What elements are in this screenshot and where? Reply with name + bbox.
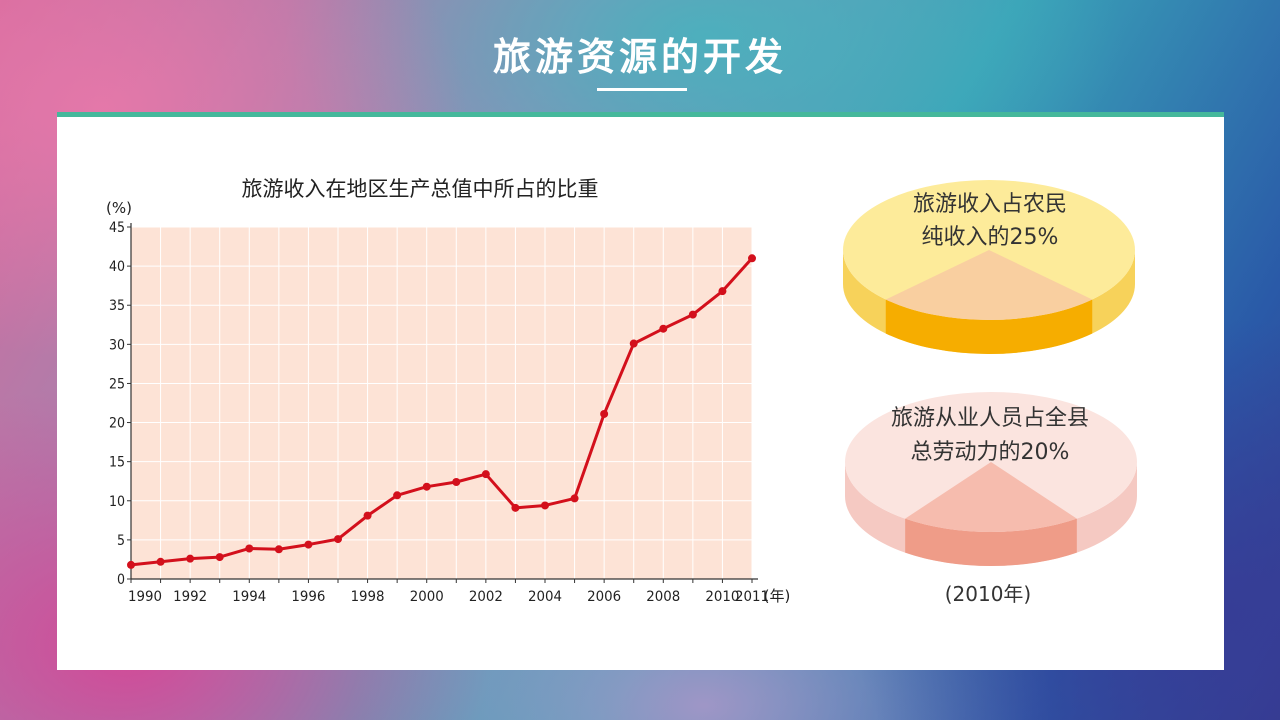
pie1-slice [885,250,1093,320]
x-tick-label: 2002 [469,589,503,605]
pie2-label-line1: 旅游从业人员占全县 [891,406,1089,431]
data-point [511,503,520,512]
x-tick-label: 1996 [291,589,325,605]
x-tick-label: 1990 [128,589,162,605]
y-ticks: 0 5 10 15 20 25 30 35 40 45 [109,220,131,588]
data-point [186,554,195,563]
data-point [127,560,135,569]
x-tick-label: 2010 [705,589,739,605]
pie1-slice-side [885,299,1093,355]
y-tick-label: 35 [109,298,125,314]
data-point [659,324,668,333]
data-point [215,553,224,562]
x-tick-label: 2004 [528,589,562,605]
data-point [748,254,756,263]
data-point [541,501,549,510]
pie-chart-farmer-income: 旅游收入占农民 纯收入的25% [843,180,1135,355]
data-point [304,540,313,549]
data-point [156,557,165,566]
data-point [422,482,431,491]
x-tick-label: 2000 [410,589,444,605]
page-title: 旅游资源的开发 [492,35,787,79]
data-points [127,254,756,569]
data-point [334,535,342,544]
data-point [600,409,609,418]
pie2-slice-side [905,518,1077,566]
data-point [688,310,697,319]
x-tick-label: 2011 [735,589,769,605]
grid-lines [131,226,753,579]
x-ticks: 1990 1992 1994 1996 1998 2000 2002 2004 2006 2008… [128,579,769,605]
x-tick-label: 2006 [587,589,621,605]
x-tick-label: 1992 [173,589,207,605]
data-point [629,339,638,348]
y-tick-label: 30 [109,337,125,353]
data-point [570,494,579,503]
data-point [245,544,254,553]
line-chart: 旅游收入在地区生产总值中所占的比重 (%) (年) 0 5 10 15 20 25 30 35… [106,177,790,605]
pie-chart-labor-force: 旅游从业人员占全县 总劳动力的20% (2010年) [845,392,1137,606]
line-chart-title: 旅游收入在地区生产总值中所占的比重 [242,177,599,201]
pie2-label-line2: 总劳动力的20% [911,440,1070,465]
pie2-slice [905,462,1077,532]
pie1-label-line1: 旅游收入占农民 [913,192,1067,217]
y-tick-label: 20 [109,416,125,432]
data-point [363,511,372,520]
data-point [274,545,283,554]
y-tick-label: 5 [117,533,125,549]
plot-area [131,227,752,579]
pie1-label-line2: 纯收入的25% [922,225,1059,250]
data-point [452,478,461,487]
y-tick-label: 25 [109,376,125,392]
x-axis-label: (年) [764,587,791,605]
data-point [393,491,402,500]
y-tick-label: 0 [117,572,125,588]
y-tick-label: 40 [109,259,125,275]
title-underline [597,88,687,91]
y-axis-label: (%) [106,199,132,217]
x-tick-label: 1998 [351,589,385,605]
y-tick-label: 10 [109,494,125,510]
y-tick-label: 45 [109,220,125,236]
series-line [130,257,754,567]
x-tick-label: 2008 [646,589,680,605]
data-point [481,470,490,479]
pie2-caption: (2010年) [945,582,1032,606]
x-tick-label: 1994 [232,589,266,605]
y-tick-label: 15 [109,455,125,471]
axes [130,223,758,580]
data-point [718,287,727,296]
